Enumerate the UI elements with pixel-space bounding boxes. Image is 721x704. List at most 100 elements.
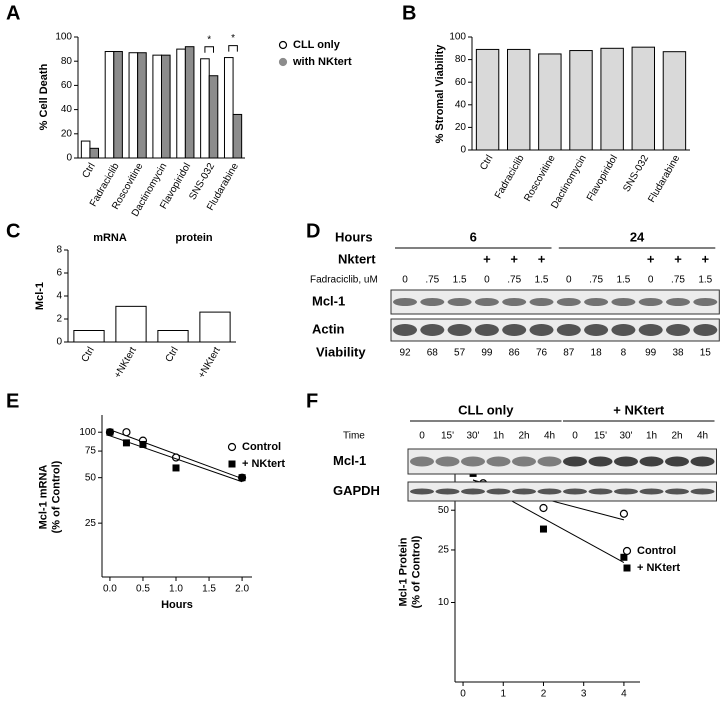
band-label: GAPDH (333, 483, 380, 498)
x-tick-label: +NKtert (112, 345, 139, 380)
dose-label: .75 (589, 275, 603, 286)
x-tick-label: 0 (460, 689, 466, 700)
band (614, 488, 638, 495)
y-tick-label: 50 (438, 505, 450, 516)
panel-label: D (306, 220, 320, 242)
band (693, 298, 718, 306)
plus-sign: + (538, 251, 546, 266)
viability-value: 8 (621, 348, 627, 359)
viability-value: 18 (591, 348, 603, 359)
annotation: * (207, 34, 211, 45)
band (611, 298, 636, 306)
panel-label: B (402, 2, 416, 24)
bar (662, 51, 687, 151)
group-label: + NKtert (613, 402, 665, 417)
bar (113, 51, 123, 159)
band (563, 488, 587, 495)
band (588, 456, 613, 467)
y-tick-label: 75 (85, 446, 97, 457)
marker (139, 440, 147, 448)
hours-label: 24 (630, 229, 645, 244)
bar (184, 46, 195, 159)
x-tick-label: 3 (581, 689, 587, 700)
x-tick-label: Ctrl (81, 161, 98, 180)
band (486, 456, 511, 467)
bar (89, 147, 100, 159)
dose-label: 0 (566, 275, 572, 286)
legend-label: Control (637, 545, 676, 557)
time-label: 1h (493, 431, 504, 442)
blot (390, 289, 720, 315)
viability-value: 15 (700, 348, 712, 359)
y-tick-label: 6 (56, 268, 62, 279)
y-tick-label: 60 (61, 80, 73, 91)
legend-label: CLL only (293, 39, 341, 51)
band (639, 456, 664, 467)
band (529, 324, 554, 336)
viability-value: 87 (563, 348, 575, 359)
band (410, 456, 434, 467)
band (665, 488, 689, 495)
x-tick-label: Flavopiridol (585, 153, 620, 203)
bar (538, 53, 562, 151)
dose-label: 1.5 (616, 275, 630, 286)
legend-marker (278, 40, 288, 50)
band (693, 324, 718, 336)
row-label: Fadraciclib, uM (310, 275, 378, 286)
row-label: Viability (316, 344, 366, 359)
bar (115, 305, 147, 343)
x-tick-label: Ctrl (478, 153, 495, 172)
band (584, 298, 609, 306)
band (690, 488, 715, 495)
band (614, 456, 638, 467)
y-tick-label: 100 (449, 32, 466, 43)
band (639, 488, 664, 495)
time-label: 30' (466, 431, 479, 442)
marker (238, 474, 246, 482)
marker (539, 525, 547, 533)
band (666, 324, 690, 336)
row-label: Hours (335, 229, 373, 244)
time-label: 4h (697, 431, 708, 442)
band (537, 456, 562, 467)
viability-value: 99 (645, 348, 657, 359)
band (556, 298, 581, 306)
viability-value: 86 (509, 348, 521, 359)
x-tick-label: 1 (500, 689, 506, 700)
band (588, 488, 613, 495)
band (563, 456, 587, 467)
x-tick-label: Fludarabine (646, 153, 682, 205)
band (512, 488, 536, 495)
y-tick-label: 25 (85, 518, 97, 529)
bar (600, 47, 624, 151)
plus-sign: + (674, 251, 682, 266)
x-tick-label: 2.0 (235, 584, 249, 595)
legend-label: Control (242, 441, 281, 453)
group-label: mRNA (93, 232, 127, 244)
viability-value: 68 (427, 348, 439, 359)
x-tick-label: Ctrl (164, 345, 181, 364)
bar (199, 311, 231, 343)
plus-sign: + (510, 251, 518, 266)
time-label: 30' (619, 431, 632, 442)
time-label: 0 (572, 431, 578, 442)
band (666, 298, 690, 306)
row-label: Nktert (338, 251, 376, 266)
annotation: * (231, 33, 235, 44)
bar (104, 51, 115, 159)
marker (122, 439, 130, 447)
band (502, 298, 527, 306)
bar (208, 75, 219, 159)
bar (475, 48, 500, 151)
marker (539, 503, 548, 513)
band (690, 456, 715, 467)
legend-marker (622, 546, 632, 556)
x-tick-label: 1.5 (202, 584, 216, 595)
x-tick-label: 1.0 (169, 584, 183, 595)
viability-value: 76 (536, 348, 548, 359)
bar (137, 52, 147, 159)
x-tick-label: 0.0 (103, 584, 117, 595)
bar (176, 48, 186, 159)
viability-value: 57 (454, 348, 466, 359)
marker (106, 428, 114, 436)
